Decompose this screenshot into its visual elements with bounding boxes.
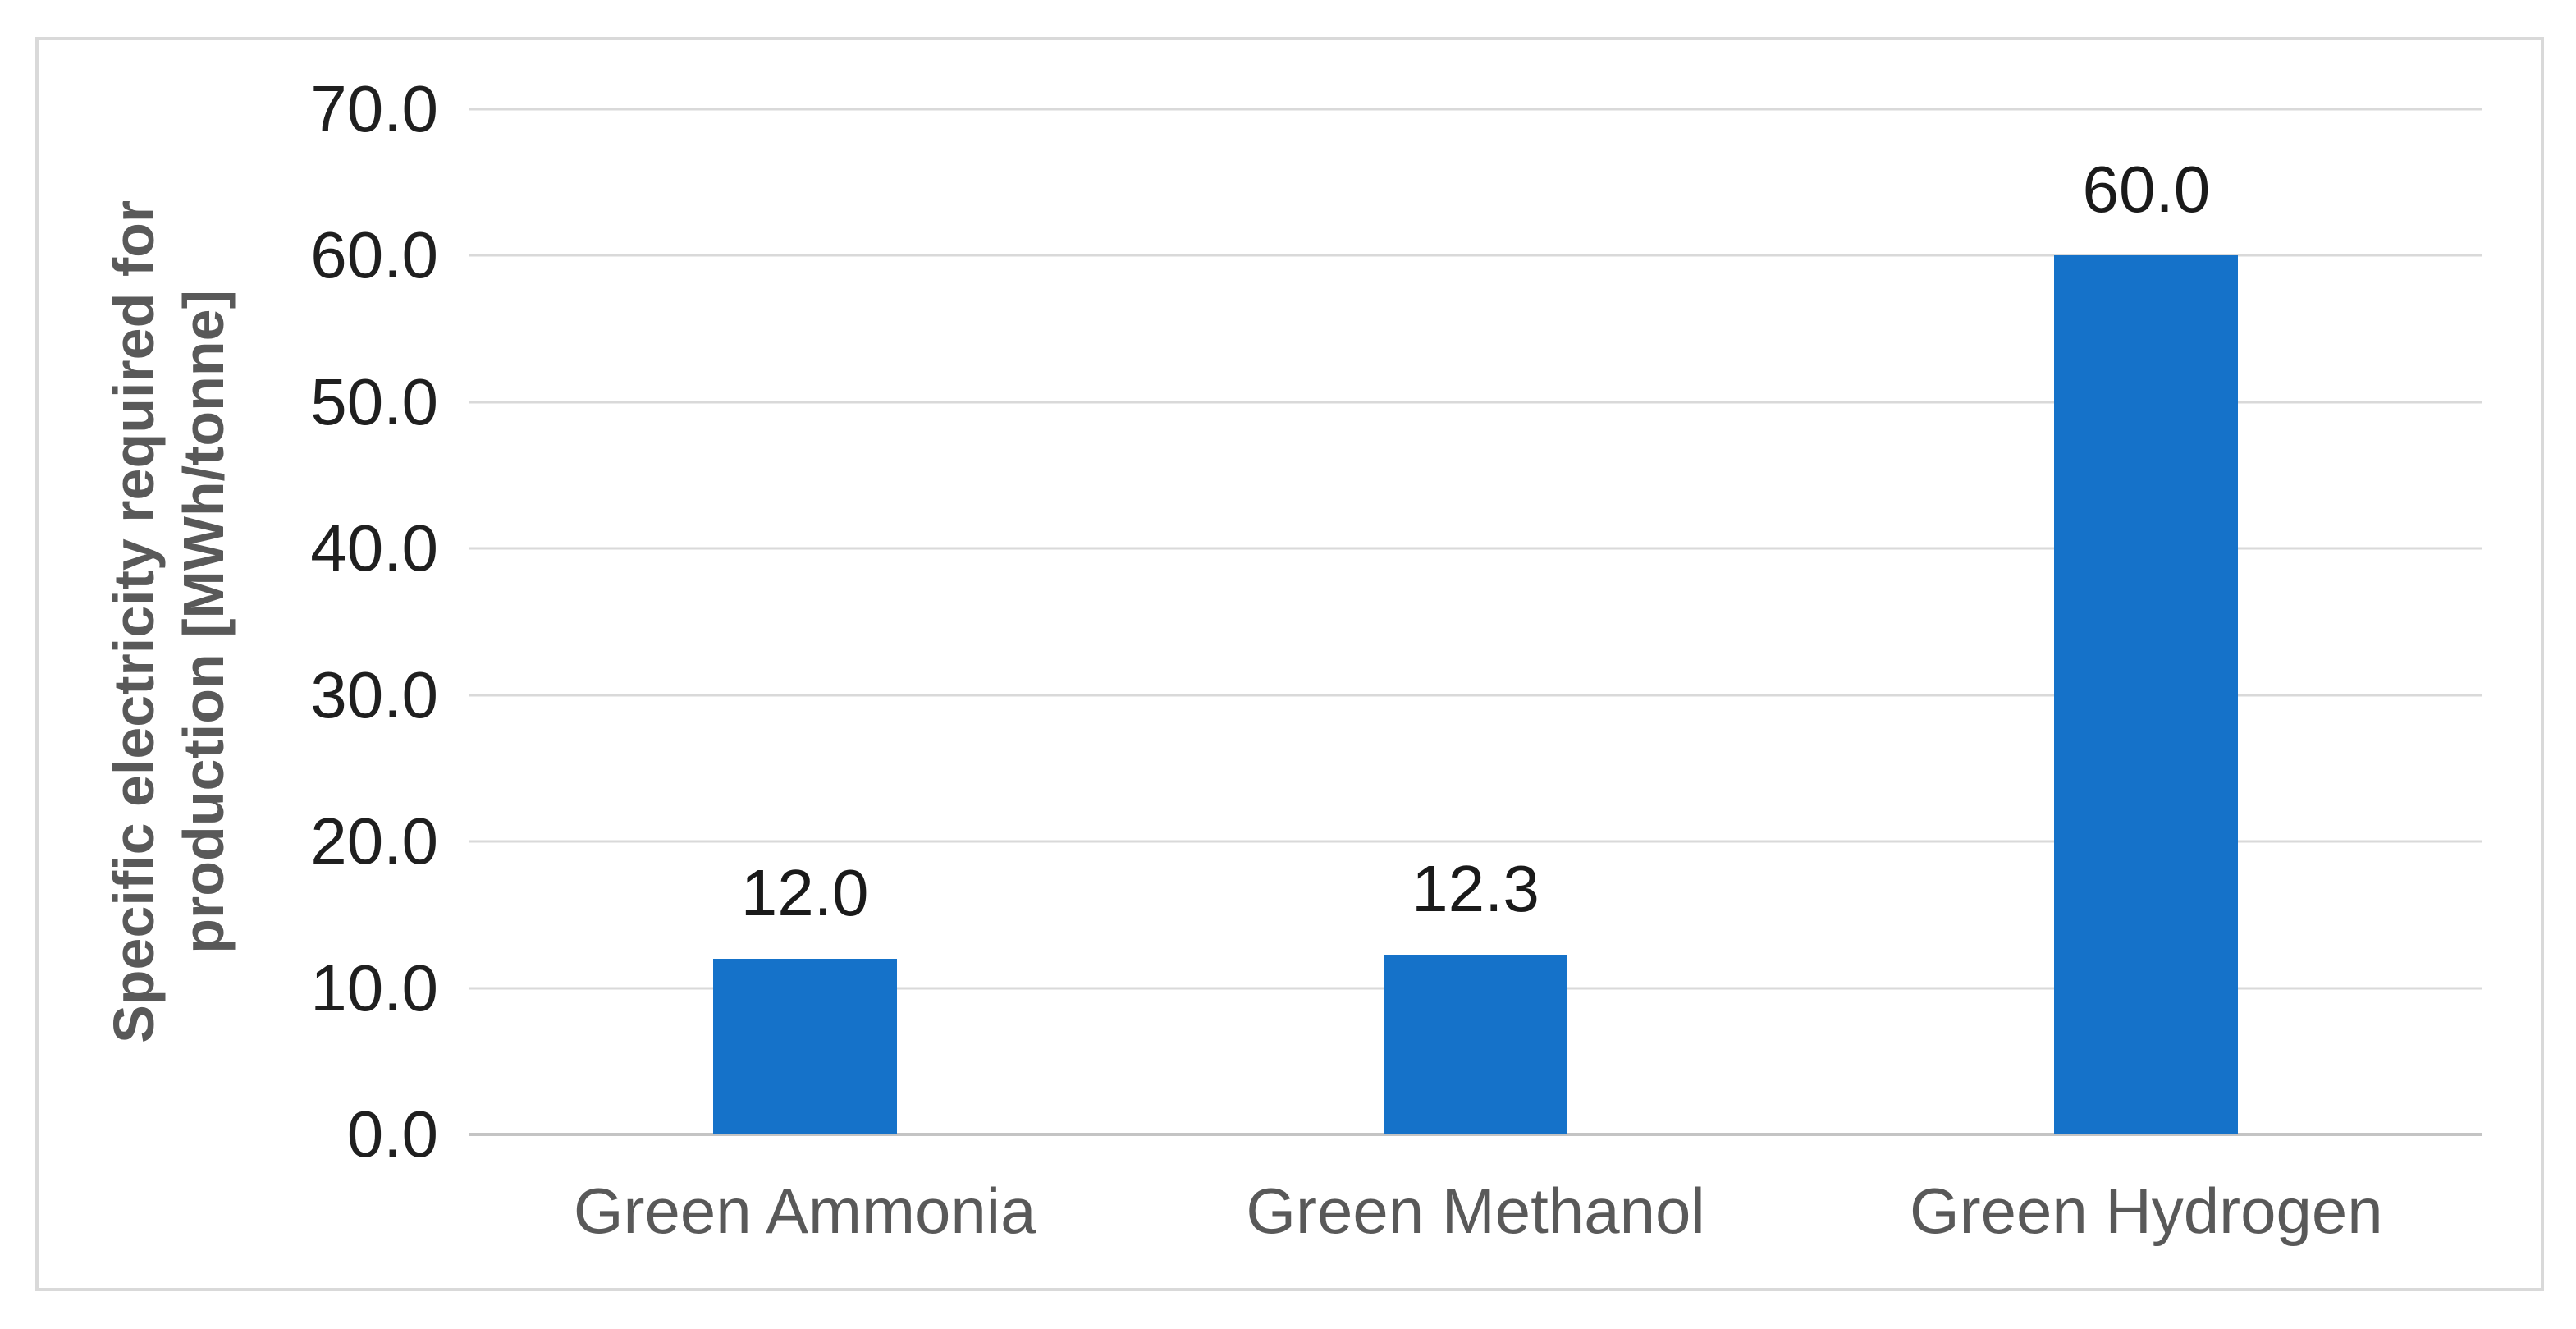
y-axis-tick-label: 70.0 — [310, 72, 438, 145]
y-axis-tick-label: 60.0 — [310, 218, 438, 292]
category-label-green-ammonia: Green Ammonia — [573, 1175, 1036, 1247]
y-axis-tick-labels: 70.0 60.0 50.0 40.0 30.0 20.0 10.0 0.0 — [88, 72, 438, 1171]
y-axis-tick-label: 40.0 — [310, 511, 438, 585]
y-axis-tick-label: 50.0 — [310, 364, 438, 438]
value-label-green-methanol: 12.3 — [1412, 851, 1540, 925]
bar-green-ammonia — [712, 958, 897, 1134]
y-axis-tick-label: 10.0 — [310, 951, 438, 1024]
gridline — [469, 254, 2482, 257]
value-label-green-hydrogen: 60.0 — [2082, 153, 2211, 227]
y-axis-tick-label: 30.0 — [310, 658, 438, 731]
bar-green-methanol — [1384, 954, 1567, 1134]
value-label-green-ammonia: 12.0 — [740, 855, 869, 929]
gridline — [469, 547, 2482, 550]
category-label-green-methanol: Green Methanol — [1246, 1175, 1705, 1247]
plot-area: 12.0 Green Ammonia 12.3 Green Methanol 60.0 G… — [469, 108, 2482, 1247]
x-axis-line — [469, 1133, 2482, 1136]
y-axis-tick-label: 0.0 — [346, 1098, 438, 1171]
gridline — [469, 401, 2482, 404]
category-label-green-hydrogen: Green Hydrogen — [1909, 1175, 2383, 1247]
y-axis-tick-label: 20.0 — [310, 804, 438, 878]
gridline — [469, 108, 2482, 111]
gridline — [469, 694, 2482, 697]
chart-frame: Specific electricity required for produc… — [35, 37, 2544, 1291]
gridline — [469, 840, 2482, 843]
bar-green-hydrogen — [2054, 255, 2239, 1134]
